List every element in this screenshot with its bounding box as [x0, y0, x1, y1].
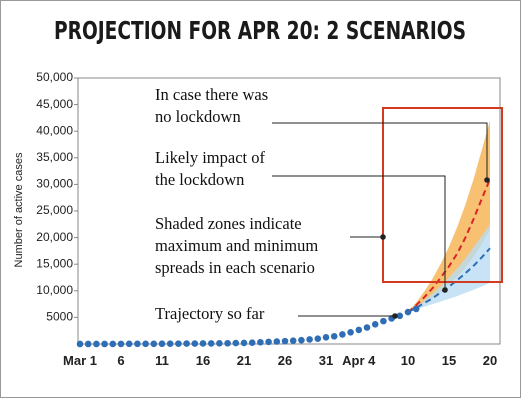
data-point — [191, 340, 199, 347]
data-point — [347, 328, 354, 336]
annotation-text: spreads in each scenario — [155, 258, 315, 277]
data-point — [273, 338, 281, 345]
data-point — [240, 339, 248, 347]
x-tick-label: 6 — [117, 353, 124, 368]
annotation-text: Shaded zones indicate — [155, 214, 302, 233]
projection-line — [407, 247, 491, 313]
highlight-box — [382, 107, 503, 283]
data-point — [330, 332, 338, 340]
projection-line — [407, 178, 491, 313]
data-point — [150, 340, 158, 348]
data-point — [248, 339, 256, 347]
y-tick-label: 45,000 — [36, 97, 73, 111]
y-tick-label: 5000 — [46, 310, 73, 324]
axis-frame — [77, 77, 501, 345]
leader-dot — [442, 287, 448, 293]
scenario-band — [408, 120, 490, 313]
x-tick-label: 15 — [442, 353, 456, 368]
leader-line — [272, 175, 446, 289]
data-point — [117, 340, 125, 348]
data-point — [265, 338, 272, 346]
data-point — [281, 337, 289, 345]
data-point — [396, 312, 404, 320]
x-tick-label: Apr 4 — [342, 353, 376, 368]
scenario-band — [408, 224, 490, 313]
data-point — [289, 337, 297, 345]
y-tick-label: 40,000 — [36, 123, 73, 137]
leader-line — [272, 122, 488, 178]
data-point — [314, 335, 322, 342]
x-tick-label: 31 — [319, 353, 333, 368]
data-point — [306, 336, 313, 343]
leader-dot — [392, 313, 398, 319]
data-point — [109, 340, 117, 348]
data-point — [363, 324, 371, 331]
leader-dot — [484, 177, 490, 183]
annotation-text: no lockdown — [155, 107, 241, 126]
data-point — [158, 340, 166, 348]
data-point — [199, 340, 207, 347]
data-point — [175, 340, 182, 347]
data-point — [183, 340, 190, 347]
data-point — [76, 340, 84, 348]
data-point — [125, 340, 133, 348]
annotation-text: maximum and minimum — [155, 236, 318, 255]
data-point — [380, 317, 387, 325]
x-tick-label: 26 — [278, 353, 292, 368]
annotation-text: Trajectory so far — [155, 304, 265, 323]
y-tick-label: 35,000 — [36, 150, 73, 164]
x-tick-label: 10 — [401, 353, 415, 368]
y-tick-label: 30,000 — [36, 177, 73, 191]
data-point — [101, 340, 108, 348]
data-point — [166, 340, 174, 347]
chart-title: PROJECTION FOR APR 20: 2 SCENARIOS — [54, 16, 466, 45]
x-tick-label: Mar 1 — [63, 353, 97, 368]
data-point — [134, 340, 141, 348]
data-point — [257, 338, 264, 346]
data-point — [216, 340, 223, 347]
x-tick-label: 11 — [155, 353, 169, 368]
y-tick-label: 15,000 — [36, 256, 73, 270]
data-point — [84, 340, 92, 348]
data-point — [298, 336, 305, 344]
y-tick-label: 20,000 — [36, 230, 73, 244]
y-tick-label: 10,000 — [36, 283, 73, 297]
leader-dot — [380, 234, 386, 240]
data-point — [224, 339, 231, 347]
data-point — [232, 339, 240, 347]
y-tick-label: 25,000 — [36, 203, 73, 217]
data-point — [207, 340, 215, 347]
x-tick-label: 20 — [483, 353, 497, 368]
x-tick-label: 21 — [237, 353, 251, 368]
x-tick-label: 16 — [196, 353, 210, 368]
y-axis-title: Number of active cases — [13, 152, 25, 267]
annotations: In case there was no lockdown Likely impac… — [155, 85, 490, 323]
plot-area: 5000 10,000 15,000 20,000 25,000 30,000 35,000… — [36, 70, 503, 368]
data-point — [339, 331, 346, 338]
y-tick-label: 50,000 — [36, 70, 73, 84]
data-point — [322, 334, 330, 341]
annotation-text: In case there was — [155, 85, 268, 104]
annotation-text: Likely impact of — [155, 148, 265, 167]
annotation-text: the lockdown — [155, 170, 244, 189]
data-point — [93, 340, 100, 348]
data-point — [371, 321, 379, 328]
data-point — [142, 340, 149, 348]
data-point — [355, 326, 363, 334]
